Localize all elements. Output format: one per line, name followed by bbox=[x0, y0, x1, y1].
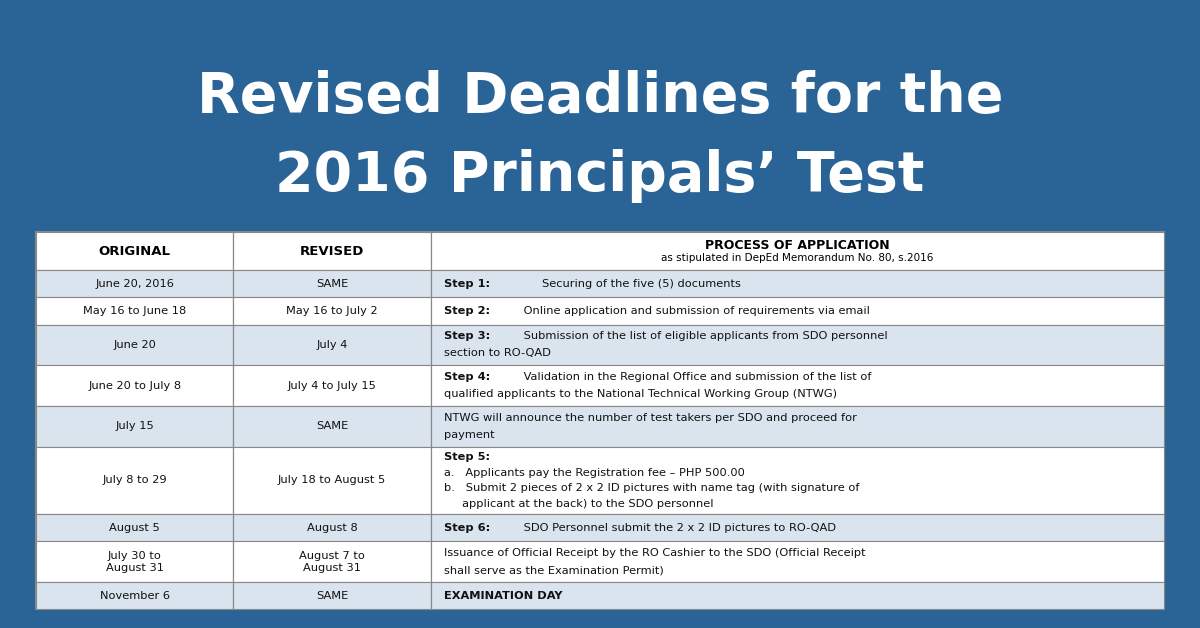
Text: July 4: July 4 bbox=[317, 340, 348, 350]
Text: Step 1:: Step 1: bbox=[444, 279, 498, 289]
Bar bbox=[431, 406, 1164, 447]
Text: NTWG will announce the number of test takers per SDO and proceed for: NTWG will announce the number of test ta… bbox=[444, 413, 857, 423]
Text: PROCESS OF APPLICATION: PROCESS OF APPLICATION bbox=[706, 239, 889, 252]
Bar bbox=[431, 514, 1164, 541]
Bar bbox=[233, 325, 431, 365]
Bar bbox=[233, 447, 431, 514]
Bar bbox=[233, 406, 431, 447]
Text: May 16 to June 18: May 16 to June 18 bbox=[83, 306, 186, 316]
Text: ORIGINAL: ORIGINAL bbox=[98, 245, 170, 258]
Bar bbox=[36, 582, 233, 609]
Text: Submission of the list of eligible applicants from SDO personnel: Submission of the list of eligible appli… bbox=[521, 332, 888, 342]
Bar bbox=[36, 406, 233, 447]
Bar bbox=[431, 270, 1164, 298]
Bar bbox=[431, 365, 1164, 406]
Bar bbox=[431, 447, 1164, 514]
Bar bbox=[36, 298, 233, 325]
Text: July 15: July 15 bbox=[115, 421, 154, 431]
Text: July 18 to August 5: July 18 to August 5 bbox=[278, 475, 386, 485]
Text: Step 4:: Step 4: bbox=[444, 372, 491, 382]
Text: shall serve as the Examination Permit): shall serve as the Examination Permit) bbox=[444, 565, 664, 575]
Bar bbox=[431, 298, 1164, 325]
Bar bbox=[36, 447, 233, 514]
Text: SDO Personnel submit the 2 x 2 ID pictures to RO-QAD: SDO Personnel submit the 2 x 2 ID pictur… bbox=[521, 523, 836, 533]
Bar bbox=[36, 325, 233, 365]
Text: November 6: November 6 bbox=[100, 590, 169, 600]
Bar bbox=[233, 270, 431, 298]
Text: Step 5:: Step 5: bbox=[444, 452, 491, 462]
Bar bbox=[233, 541, 431, 582]
Text: payment: payment bbox=[444, 430, 494, 440]
Text: SAME: SAME bbox=[316, 279, 348, 289]
Text: August 8: August 8 bbox=[307, 523, 358, 533]
Bar bbox=[431, 541, 1164, 582]
Text: a.   Applicants pay the Registration fee – PHP 500.00: a. Applicants pay the Registration fee –… bbox=[444, 467, 745, 477]
Text: July 4 to July 15: July 4 to July 15 bbox=[288, 381, 377, 391]
Bar bbox=[431, 582, 1164, 609]
Bar bbox=[431, 325, 1164, 365]
Text: August 7 to
August 31: August 7 to August 31 bbox=[299, 551, 365, 573]
Text: June 20 to July 8: June 20 to July 8 bbox=[88, 381, 181, 391]
Text: July 8 to 29: July 8 to 29 bbox=[102, 475, 167, 485]
Bar bbox=[233, 582, 431, 609]
Text: Step 6:: Step 6: bbox=[444, 523, 491, 533]
Text: b.   Submit 2 pieces of 2 x 2 ID pictures with name tag (with signature of: b. Submit 2 pieces of 2 x 2 ID pictures … bbox=[444, 484, 860, 493]
Text: applicant at the back) to the SDO personnel: applicant at the back) to the SDO person… bbox=[444, 499, 714, 509]
Text: Step 3:: Step 3: bbox=[444, 332, 491, 342]
Text: REVISED: REVISED bbox=[300, 245, 365, 258]
Bar bbox=[36, 270, 233, 298]
Text: Revised Deadlines for the: Revised Deadlines for the bbox=[197, 70, 1003, 124]
Text: June 20: June 20 bbox=[113, 340, 156, 350]
Text: May 16 to July 2: May 16 to July 2 bbox=[287, 306, 378, 316]
Bar bbox=[36, 514, 233, 541]
Text: Issuance of Official Receipt by the RO Cashier to the SDO (Official Receipt: Issuance of Official Receipt by the RO C… bbox=[444, 548, 866, 558]
Text: qualified applicants to the National Technical Working Group (NTWG): qualified applicants to the National Tec… bbox=[444, 389, 838, 399]
Bar bbox=[431, 232, 1164, 270]
Text: Securing of the five (5) documents: Securing of the five (5) documents bbox=[542, 279, 742, 289]
Text: Step 2:: Step 2: bbox=[444, 306, 491, 316]
Text: SAME: SAME bbox=[316, 590, 348, 600]
Text: section to RO-QAD: section to RO-QAD bbox=[444, 349, 551, 359]
Text: July 30 to
August 31: July 30 to August 31 bbox=[106, 551, 163, 573]
Text: Online application and submission of requirements via email: Online application and submission of req… bbox=[521, 306, 870, 316]
Text: June 20, 2016: June 20, 2016 bbox=[95, 279, 174, 289]
Bar bbox=[233, 232, 431, 270]
Bar bbox=[233, 365, 431, 406]
Text: EXAMINATION DAY: EXAMINATION DAY bbox=[444, 590, 563, 600]
Text: Validation in the Regional Office and submission of the list of: Validation in the Regional Office and su… bbox=[521, 372, 872, 382]
Bar bbox=[36, 232, 233, 270]
Bar bbox=[233, 298, 431, 325]
Text: August 5: August 5 bbox=[109, 523, 160, 533]
Text: SAME: SAME bbox=[316, 421, 348, 431]
Bar bbox=[36, 541, 233, 582]
Bar bbox=[36, 365, 233, 406]
Bar bbox=[233, 514, 431, 541]
Text: as stipulated in DepEd Memorandum No. 80, s.2016: as stipulated in DepEd Memorandum No. 80… bbox=[661, 253, 934, 263]
Text: 2016 Principals’ Test: 2016 Principals’ Test bbox=[275, 149, 925, 203]
